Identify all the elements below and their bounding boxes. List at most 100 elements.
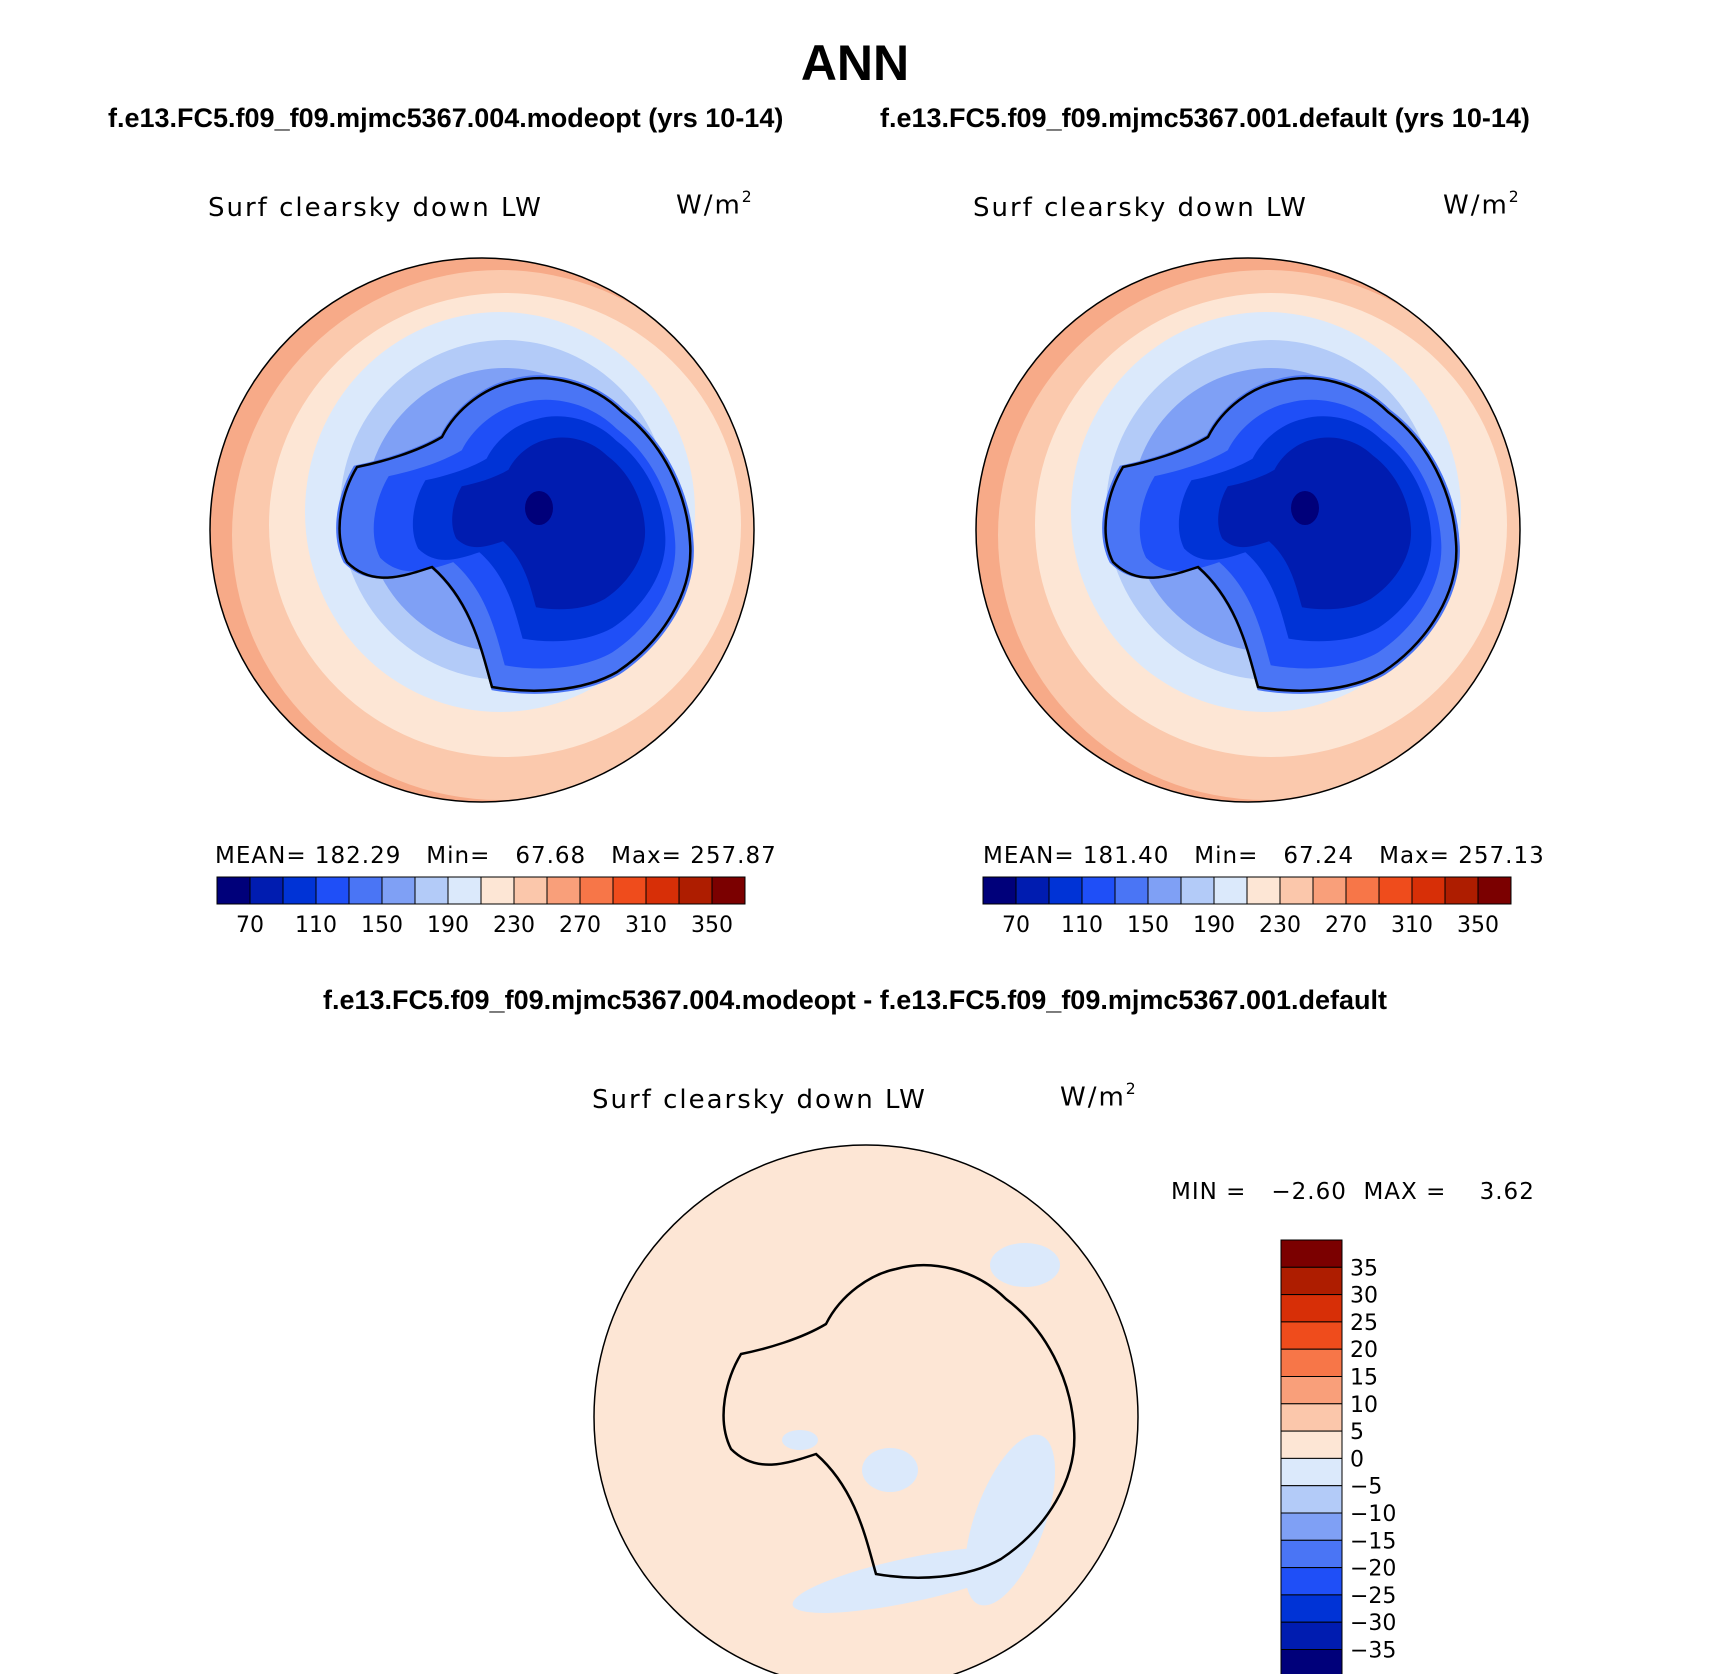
colorbar-tick-label: 310 bbox=[1391, 913, 1433, 938]
colorbar-tick-label: −5 bbox=[1350, 1475, 1382, 1500]
colorbar-swatch bbox=[711, 876, 746, 905]
difference-title: f.e13.FC5.f09_f09.mjmc5367.004.modeopt -… bbox=[322, 985, 1387, 1015]
map-left-ice-core bbox=[525, 491, 553, 525]
map-difference bbox=[593, 1144, 1139, 1674]
difference-variable: Surf clearsky down LW bbox=[592, 1085, 927, 1115]
colorbar-tick-label: −15 bbox=[1350, 1529, 1396, 1554]
colorbar-tick-label: 25 bbox=[1350, 1311, 1378, 1336]
colorbar-swatch bbox=[1280, 1321, 1343, 1350]
colorbar-swatch bbox=[447, 876, 482, 905]
colorbar-swatch bbox=[1213, 876, 1248, 905]
colorbar-right: 70 110 150 190 230 270 310 350 bbox=[982, 876, 1512, 938]
colorbar-swatch bbox=[1477, 876, 1512, 905]
colorbar-swatch bbox=[1280, 1594, 1343, 1623]
colorbar-tick-label: 0 bbox=[1350, 1447, 1364, 1472]
colorbar-tick-label: 350 bbox=[691, 913, 733, 938]
colorbar-swatch bbox=[1246, 876, 1281, 905]
colorbar-swatch bbox=[1280, 1239, 1343, 1268]
colorbar-swatch bbox=[546, 876, 581, 905]
panel-right-stats: MEAN= 181.40 Min= 67.24 Max= 257.13 bbox=[983, 843, 1545, 869]
figure-title: ANN bbox=[800, 35, 910, 91]
diff-negative-patch-east bbox=[964, 1434, 1056, 1606]
diff-negative-patch-north bbox=[990, 1243, 1060, 1287]
colorbar-swatch bbox=[513, 876, 548, 905]
colorbar-swatch bbox=[414, 876, 449, 905]
colorbar-swatch bbox=[1280, 1403, 1343, 1432]
colorbar-swatch bbox=[1279, 876, 1314, 905]
colorbar-swatch bbox=[1048, 876, 1083, 905]
panel-left-units: W/m2 bbox=[676, 188, 754, 221]
colorbar-swatch bbox=[1280, 1485, 1343, 1514]
difference-stats: MIN = −2.60 MAX = 3.62 bbox=[1171, 1179, 1535, 1205]
colorbar-swatch bbox=[1114, 876, 1149, 905]
colorbar-tick-label: 270 bbox=[559, 913, 601, 938]
colorbar-tick-label: 230 bbox=[1259, 913, 1301, 938]
colorbar-swatch bbox=[1280, 1376, 1343, 1405]
colorbar-tick-label: 70 bbox=[236, 913, 264, 938]
colorbar-swatch bbox=[612, 876, 647, 905]
colorbar-swatch bbox=[1312, 876, 1347, 905]
colorbar-swatch bbox=[579, 876, 614, 905]
colorbar-swatch bbox=[216, 876, 251, 905]
panel-right-units: W/m2 bbox=[1443, 188, 1521, 221]
colorbar-tick-label: 150 bbox=[361, 913, 403, 938]
colorbar-swatch bbox=[282, 876, 317, 905]
colorbar-tick-label: 20 bbox=[1350, 1338, 1378, 1363]
colorbar-swatch bbox=[381, 876, 416, 905]
colorbar-swatch bbox=[1015, 876, 1050, 905]
colorbar-swatch bbox=[1444, 876, 1479, 905]
colorbar-swatch bbox=[1280, 1348, 1343, 1377]
panel-left-run-title: f.e13.FC5.f09_f09.mjmc5367.004.modeopt (… bbox=[108, 103, 784, 133]
colorbar-tick-label: 190 bbox=[1193, 913, 1235, 938]
colorbar-swatch bbox=[1280, 1621, 1343, 1650]
colorbar-swatch bbox=[348, 876, 383, 905]
colorbar-swatch bbox=[480, 876, 515, 905]
colorbar-tick-label: 150 bbox=[1127, 913, 1169, 938]
colorbar-swatch bbox=[678, 876, 713, 905]
colorbar-tick-label: 350 bbox=[1457, 913, 1499, 938]
colorbar-swatch bbox=[1280, 1266, 1343, 1296]
map-left bbox=[209, 257, 755, 803]
colorbar-tick-label: 70 bbox=[1002, 913, 1030, 938]
colorbar-tick-label: −20 bbox=[1350, 1557, 1396, 1582]
colorbar-left: 70 110 150 190 230 270 310 350 bbox=[216, 876, 746, 938]
colorbar-swatch bbox=[1147, 876, 1182, 905]
colorbar-swatch bbox=[1280, 1539, 1343, 1569]
colorbar-tick-label: 230 bbox=[493, 913, 535, 938]
colorbar-swatch bbox=[1345, 876, 1380, 905]
colorbar-tick-label: 190 bbox=[427, 913, 469, 938]
colorbar-swatch bbox=[1280, 1649, 1343, 1674]
panel-left-variable: Surf clearsky down LW bbox=[208, 193, 543, 223]
colorbar-tick-label: −10 bbox=[1350, 1502, 1396, 1527]
diff-negative-patch-west bbox=[782, 1430, 818, 1450]
colorbar-swatch bbox=[1280, 1512, 1343, 1541]
panel-right-variable: Surf clearsky down LW bbox=[973, 193, 1308, 223]
colorbar-swatch bbox=[1280, 1457, 1343, 1487]
colorbar-swatch bbox=[1280, 1294, 1343, 1323]
colorbar-swatch bbox=[1378, 876, 1413, 905]
colorbar-tick-label: −35 bbox=[1350, 1639, 1396, 1664]
colorbar-swatch bbox=[982, 876, 1017, 905]
diff-negative-patch-centre bbox=[862, 1448, 918, 1492]
colorbar-tick-label: 110 bbox=[295, 913, 337, 938]
colorbar-swatch bbox=[1081, 876, 1116, 905]
colorbar-swatch bbox=[1280, 1567, 1343, 1596]
colorbar-swatch bbox=[1280, 1430, 1343, 1459]
panel-left-stats: MEAN= 182.29 Min= 67.68 Max= 257.87 bbox=[215, 843, 777, 869]
colorbar-tick-label: 110 bbox=[1061, 913, 1103, 938]
map-right bbox=[975, 257, 1521, 803]
difference-units: W/m2 bbox=[1060, 1080, 1138, 1113]
colorbar-tick-label: −25 bbox=[1350, 1584, 1396, 1609]
colorbar-swatch bbox=[249, 876, 284, 905]
colorbar-tick-label: 30 bbox=[1350, 1284, 1378, 1309]
colorbar-tick-label: 35 bbox=[1350, 1256, 1378, 1281]
colorbar-swatch bbox=[1180, 876, 1215, 905]
colorbar-tick-label: 5 bbox=[1350, 1420, 1364, 1445]
colorbar-tick-label: 310 bbox=[625, 913, 667, 938]
map-right-ice-core bbox=[1291, 491, 1319, 525]
colorbar-tick-label: 15 bbox=[1350, 1366, 1378, 1391]
colorbar-swatch bbox=[645, 876, 680, 905]
panel-right-run-title: f.e13.FC5.f09_f09.mjmc5367.001.default (… bbox=[880, 103, 1530, 133]
